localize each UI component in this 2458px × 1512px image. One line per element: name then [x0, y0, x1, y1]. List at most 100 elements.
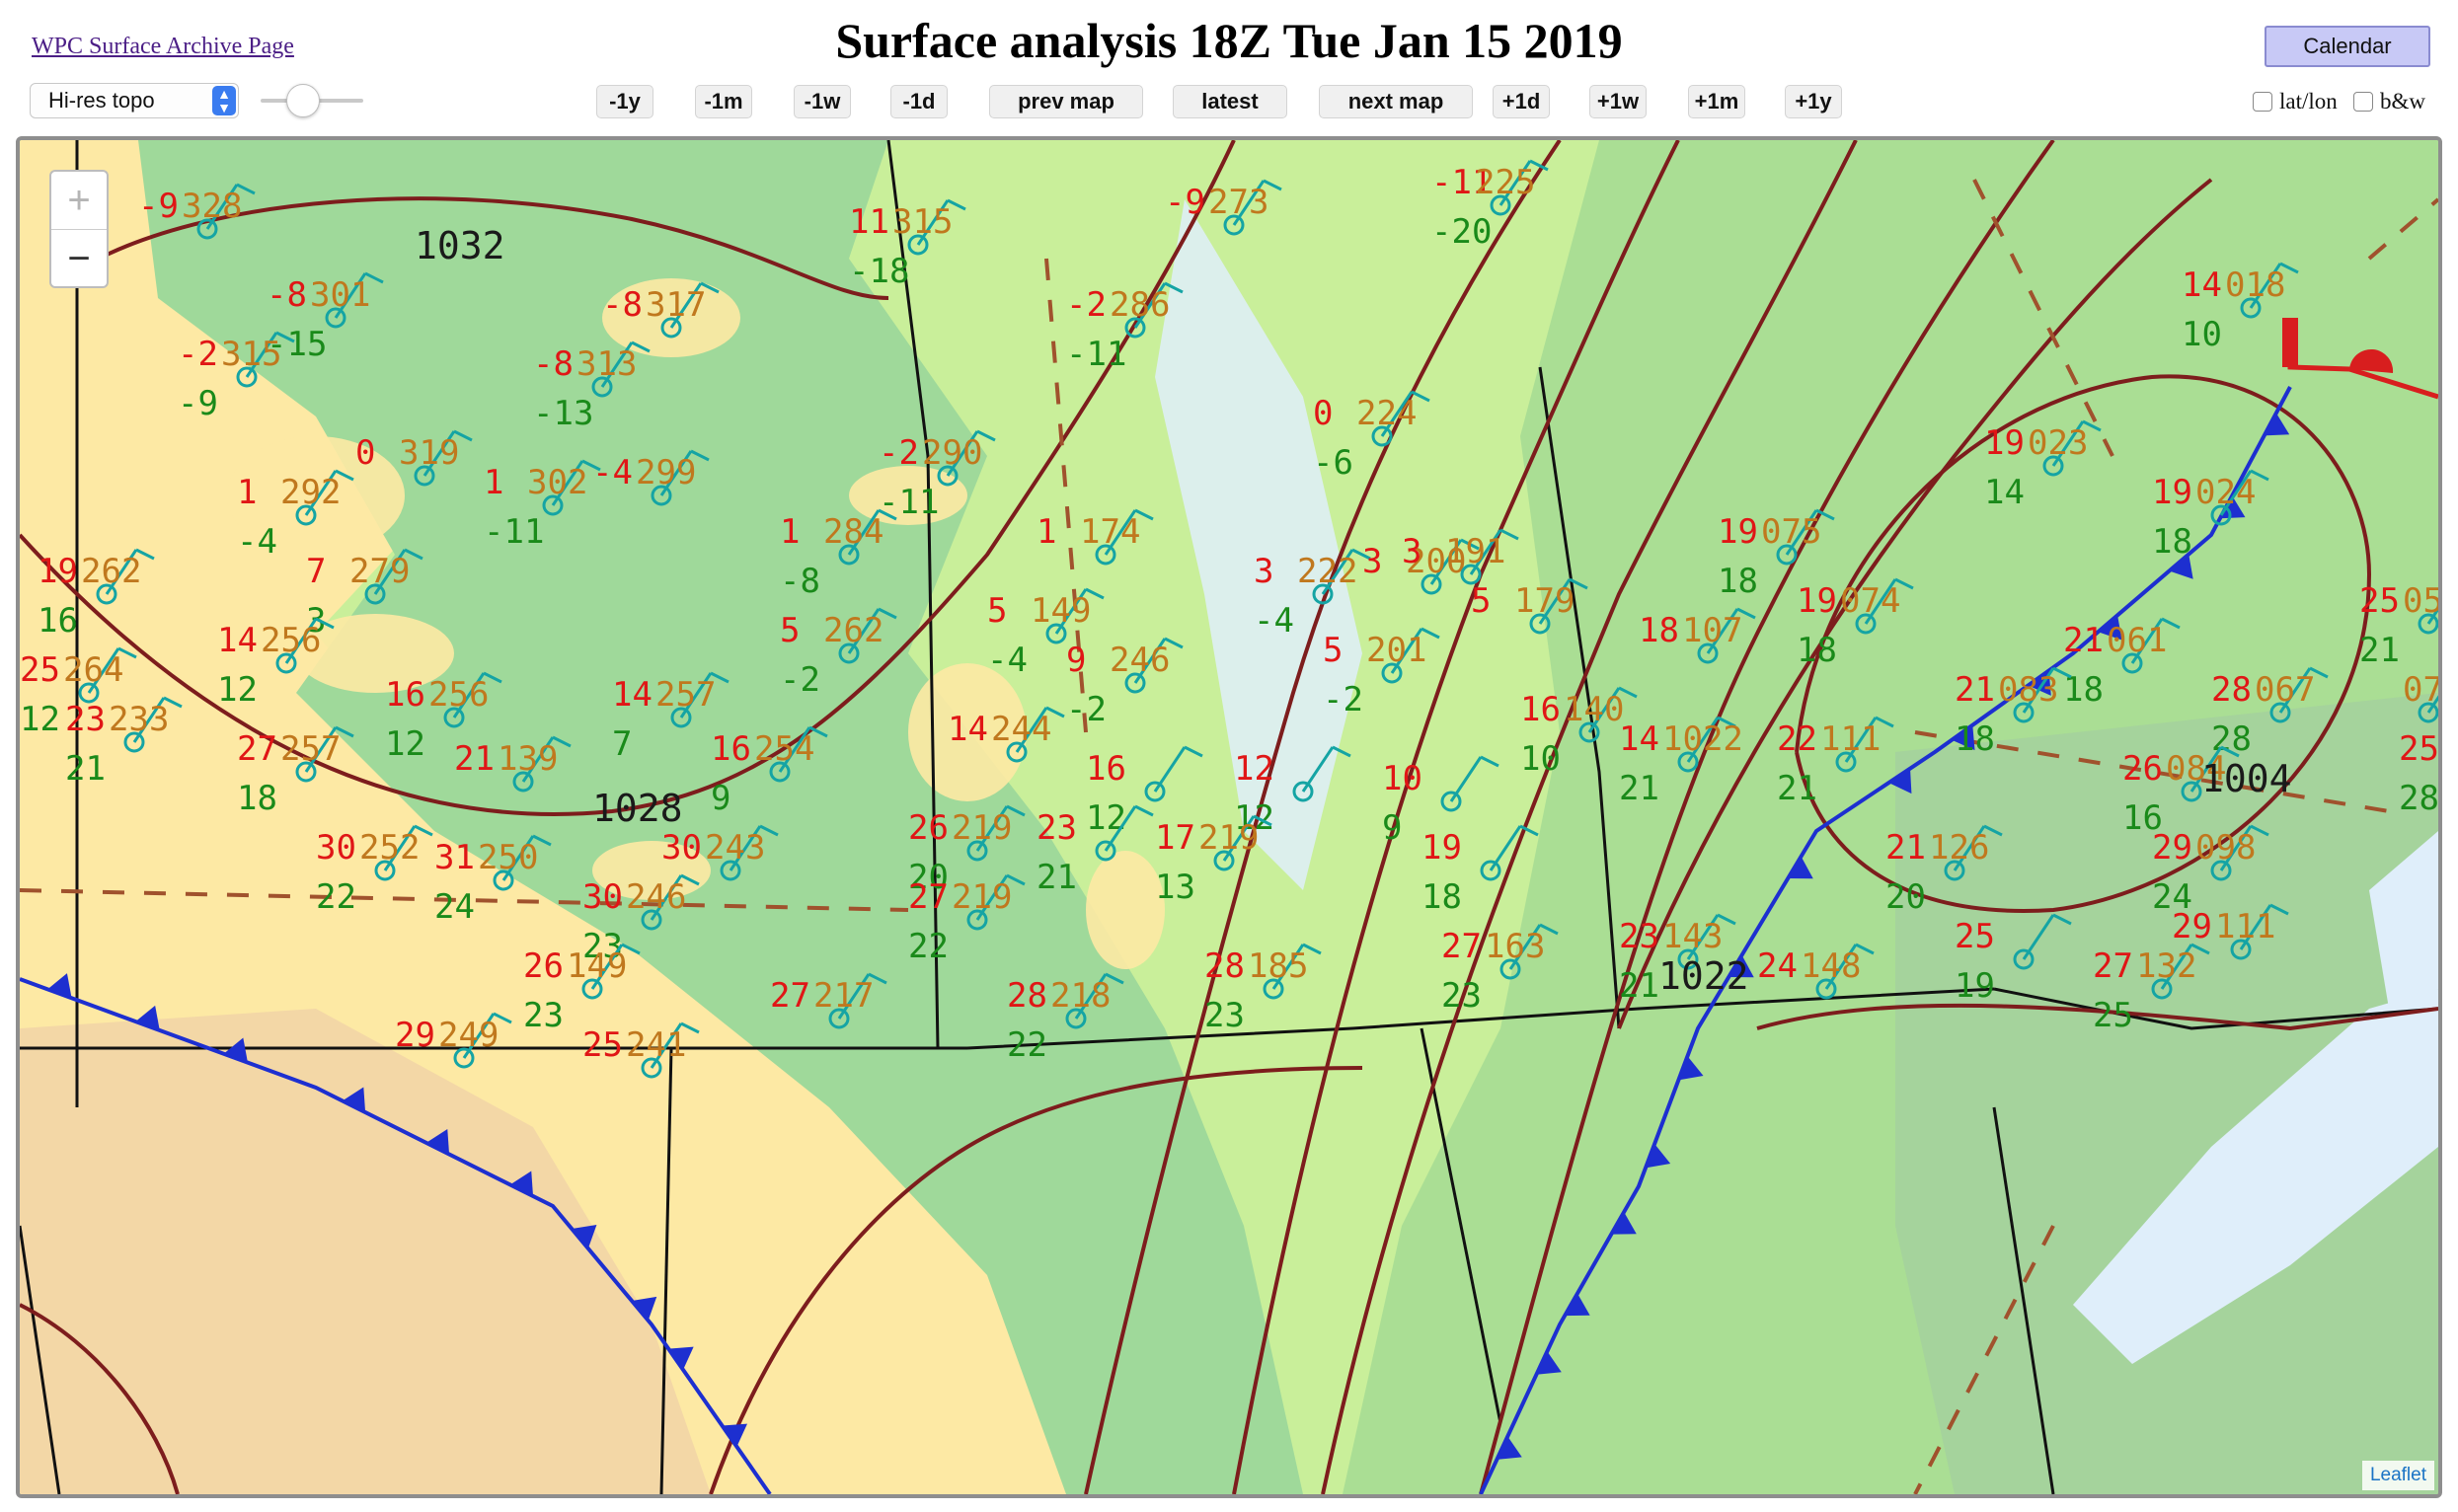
cold-front-barb [342, 1087, 366, 1113]
basemap-select[interactable]: Hi-res topo ▲ ▼ [30, 83, 239, 118]
wind-flag [976, 429, 996, 442]
dewpoint-label: -4 [237, 522, 277, 562]
bw-checkbox[interactable] [2353, 92, 2373, 112]
cold-front-barb [2219, 495, 2246, 519]
pressure-label: 273 [1208, 183, 1268, 222]
trough-line [1913, 1225, 2055, 1494]
plus-1w-button[interactable]: +1w [1589, 85, 1647, 118]
pressure-label: 256 [428, 675, 489, 715]
station-plot: 3 200 [1362, 538, 1480, 595]
wind-barb [1864, 578, 1897, 625]
station-circle [96, 583, 117, 605]
cold-front-barb [47, 973, 72, 999]
station-plot: 14 244 [948, 706, 1065, 763]
cold-front-barb [1678, 1056, 1704, 1081]
station-circle [1815, 978, 1837, 1000]
cold-front-barb [1611, 1212, 1637, 1235]
bw-toggle[interactable]: b&w [2353, 89, 2425, 114]
temperature-label: 7 [306, 552, 326, 591]
wind-flag [1717, 913, 1736, 926]
minus-1y-button[interactable]: -1y [596, 85, 653, 118]
station-circle [236, 366, 258, 388]
isobar-line [1617, 178, 2213, 1029]
station-circle [1263, 978, 1284, 1000]
wind-flag [275, 331, 295, 343]
pressure-label: 301 [310, 275, 370, 315]
latest-button[interactable]: latest [1173, 85, 1287, 118]
pressure-label: 246 [1110, 641, 1170, 680]
isobar-line [1756, 1003, 2438, 1031]
station-circle [196, 218, 218, 240]
wind-flag [315, 617, 335, 630]
temperature-label: 23 [65, 700, 106, 739]
station-circle [1677, 751, 1699, 773]
temperature-label: 5 [780, 611, 800, 650]
state-border [1538, 366, 1621, 1029]
pressure-label: 286 [1110, 285, 1170, 325]
opacity-slider[interactable] [261, 84, 363, 117]
isobar-line [1232, 140, 1680, 1494]
map-viewport[interactable]: -9 328 -9 273 -11 225 -20 11 315 -18 -8 301 -15 -8 317… [16, 136, 2442, 1498]
wpc-archive-link[interactable]: WPC Surface Archive Page [32, 34, 294, 59]
station-plot: -9 328 [138, 183, 256, 240]
plus-1y-button[interactable]: +1y [1785, 85, 1842, 118]
next-map-button[interactable]: next map [1319, 85, 1473, 118]
pressure-label: 250 [478, 838, 538, 877]
cold-front-barb [1565, 1293, 1590, 1317]
plus-1d-button[interactable]: +1d [1493, 85, 1550, 118]
temperature-label: 16 [1520, 690, 1561, 729]
station-circle [414, 465, 435, 487]
isobar-layer [20, 140, 2438, 1494]
dewpoint-label: 20 [1885, 877, 1926, 917]
dewpoint-label: 9 [711, 779, 730, 818]
minus-1w-button[interactable]: -1w [794, 85, 851, 118]
pressure-label: 262 [81, 552, 141, 591]
temperature-label: 28 [2211, 670, 2252, 710]
dewpoint-label: 25 [2093, 996, 2133, 1035]
station-circle [2269, 702, 2291, 723]
station-circle [2151, 978, 2173, 1000]
plus-1m-button[interactable]: +1m [1688, 85, 1745, 118]
wind-barb [373, 549, 407, 595]
wind-barb [1380, 391, 1414, 437]
minus-1m-button[interactable]: -1m [695, 85, 752, 118]
wind-flag [163, 696, 183, 709]
temperature-label: 11 [849, 202, 889, 242]
wind-flag [1569, 577, 1588, 590]
wind-flag [2082, 419, 2102, 432]
zoom-in-button[interactable]: + [51, 172, 107, 230]
wind-flag [2052, 666, 2072, 679]
zoom-out-button[interactable]: − [67, 236, 91, 280]
wind-flag [2220, 745, 2240, 758]
wind-barb [2189, 746, 2223, 793]
calendar-button[interactable]: Calendar [2265, 26, 2430, 67]
isobar-line [20, 1303, 180, 1494]
latlon-toggle[interactable]: lat/lon [2253, 89, 2338, 114]
prev-map-button[interactable]: prev map [989, 85, 1143, 118]
station-circle [443, 707, 465, 728]
leaflet-attribution[interactable]: Leaflet [2361, 1461, 2434, 1490]
wind-flag [700, 281, 720, 294]
temperature-label: 14 [2182, 265, 2222, 305]
wind-flag [1263, 179, 1282, 191]
wind-barb [383, 825, 417, 871]
pressure-label: 284 [823, 512, 883, 552]
dewpoint-label: -20 [1431, 212, 1492, 252]
latlon-checkbox[interactable] [2253, 92, 2272, 112]
pressure-label: 328 [182, 187, 242, 226]
dewpoint-label: 18 [237, 779, 277, 818]
cold-front-barb [509, 1171, 534, 1197]
minus-1d-button[interactable]: -1d [890, 85, 948, 118]
slider-knob[interactable] [285, 84, 320, 117]
wind-flag [453, 429, 473, 442]
station-circle [123, 731, 145, 753]
pressure-label: 249 [438, 1016, 499, 1055]
temperature-label: 22 [1777, 719, 1817, 759]
